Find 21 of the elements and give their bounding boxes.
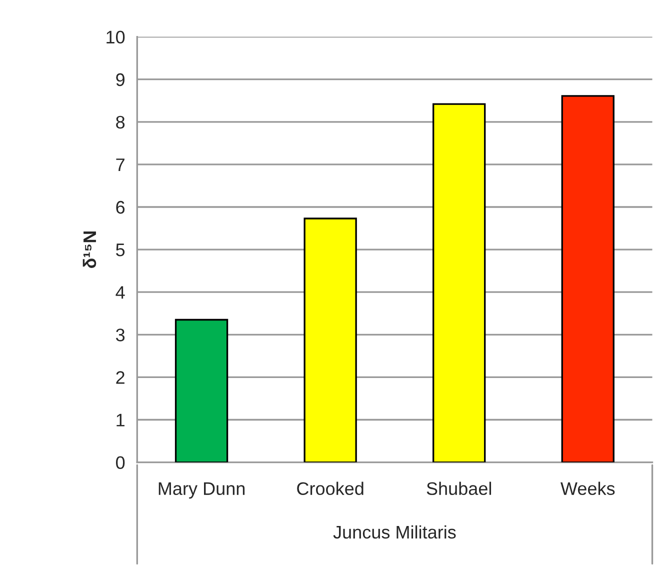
y-tick-label: 5 [116,244,125,256]
y-tick-label: 2 [116,371,124,384]
y-tick-label: 1 [116,414,124,426]
x-tick-label: Mary Dunn [158,482,245,499]
y-axis-title: δ¹⁵N [82,232,96,268]
y-tick-label: 6 [116,200,125,214]
y-tick-label: 0 [116,456,125,470]
y-tick-label: 7 [116,158,124,171]
bar [561,95,614,462]
bar [304,218,357,462]
bar [432,103,486,462]
x-tick-label: Weeks [560,482,615,496]
x-tick-label: Shubael [426,482,492,496]
y-tick-label: 9 [116,73,124,86]
y-tick-label: 3 [116,328,125,342]
y-tick-label: 10 [106,30,125,44]
y-tick-label: 8 [116,116,125,129]
y-tick-label: 4 [116,286,125,299]
x-tick-label: Crooked [297,482,364,496]
x-axis-title: Juncus Militaris [333,525,456,539]
bar [174,318,228,462]
